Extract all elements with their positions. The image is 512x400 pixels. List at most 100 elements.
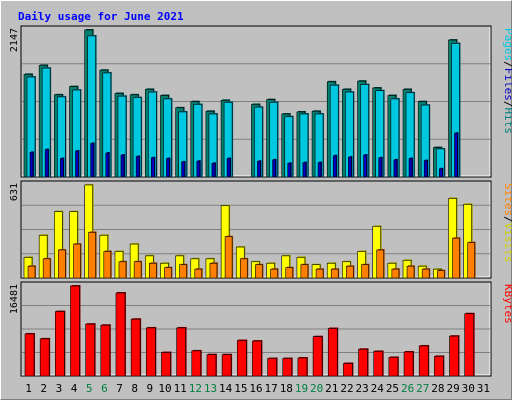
bar-kbytes-day-15 [236,339,248,377]
bar-kbytes-day-7 [115,291,126,377]
bar-pages-day-29 [454,132,459,178]
bar-pages-day-1 [29,151,34,178]
y-max-label: 2147 [9,28,20,52]
bar-kbytes-day-4 [70,285,81,377]
x-tick-label: 7 [116,382,123,395]
x-tick-label: 14 [219,382,233,395]
bar-sites-day-20 [315,268,325,279]
bar-pages-day-11 [181,160,186,178]
bar-pages-day-2 [44,148,50,178]
panel-legend-label: Pages/Files/Hits [502,28,512,134]
bar-kbytes-day-27 [418,344,430,377]
bar-pages-day-5 [90,142,95,178]
bar-pages-day-23 [363,154,368,178]
bar-kbytes-day-14 [221,353,233,377]
x-tick-label: 13 [204,382,217,395]
bar-pages-day-7 [120,154,125,178]
bar-pages-day-8 [135,155,141,178]
x-tick-label: 10 [158,382,171,395]
bar-kbytes-day-13 [206,353,217,377]
x-tick-label: 3 [56,382,63,395]
bar-sites-day-9 [148,262,158,279]
x-tick-label: 17 [265,382,278,395]
bar-sites-day-1 [27,265,36,279]
bar-sites-day-13 [209,262,218,279]
bar-kbytes-day-12 [191,349,202,377]
panel-visits-sites: 631 Sites/Visits [9,180,512,279]
bar-sites-day-25 [391,268,400,279]
x-tick-label: 29 [446,382,459,395]
bar-pages-day-10 [166,157,171,178]
bar-pages-day-16 [257,160,262,178]
bar-kbytes-day-5 [85,323,96,377]
bar-sites-day-7 [118,260,127,279]
x-tick-label: 28 [431,382,444,395]
bar-sites-day-6 [103,250,112,279]
bar-sites-day-8 [133,260,143,279]
bar-sites-day-29 [452,237,461,279]
bar-sites-day-19 [300,263,309,279]
bar-sites-day-2 [42,257,52,279]
chart-title: Daily usage for June 2021 [18,10,184,23]
bar-kbytes-day-23 [358,348,369,377]
bar-sites-day-16 [255,263,264,279]
bar-sites-day-4 [73,243,82,279]
bar-pages-day-19 [302,161,307,178]
bar-kbytes-day-19 [297,356,308,377]
bar-pages-day-17 [272,158,277,178]
bar-pages-day-13 [211,162,216,178]
panel-hits-files-pages: 2147 Pages/Files/Hits [9,25,512,178]
bar-sites-day-5 [88,231,97,279]
bar-kbytes-day-16 [252,340,263,377]
bar-pages-day-20 [317,161,323,178]
bar-pages-day-21 [332,154,338,178]
bar-pages-day-3 [60,157,65,178]
bar-pages-day-9 [150,156,156,178]
bar-sites-day-11 [179,263,188,279]
bar-pages-day-25 [393,158,398,178]
x-tick-label: 1 [25,382,32,395]
bar-pages-day-24 [378,156,383,178]
x-tick-label: 24 [371,382,385,395]
bar-kbytes-day-10 [161,351,172,377]
x-tick-label: 21 [325,382,338,395]
bar-kbytes-day-11 [176,326,187,377]
bar-sites-day-23 [361,263,370,279]
x-tick-label: 18 [280,382,293,395]
x-tick-label: 9 [147,382,154,395]
bar-pages-day-28 [439,167,444,178]
x-tick-label: 19 [295,382,308,395]
x-tick-label: 16 [249,382,262,395]
bar-sites-day-14 [224,235,234,279]
bar-kbytes-day-28 [434,355,445,377]
x-tick-label: 20 [310,382,323,395]
bar-pages-day-14 [226,157,232,178]
bar-pages-day-27 [423,159,429,178]
bar-kbytes-day-8 [130,318,142,377]
x-tick-label: 22 [340,382,353,395]
bar-pages-day-6 [105,152,110,178]
x-tick-label: 15 [234,382,247,395]
bar-kbytes-day-2 [39,337,51,377]
y-max-label: 16481 [9,284,20,314]
x-tick-label: 8 [131,382,138,395]
bar-sites-day-17 [270,268,279,279]
x-axis-day-labels: 1 2 3 4 5 6 7 8 9 10 11 12 13 14 15 16 17 18 19 20 21 22 23 24 2… [25,382,490,395]
x-tick-label: 26 [401,382,414,395]
bar-kbytes-day-3 [55,310,66,377]
bar-sites-day-3 [58,248,67,279]
bar-sites-day-18 [285,266,294,279]
x-tick-label: 6 [101,382,108,395]
y-max-label: 631 [9,183,20,201]
bar-kbytes-day-29 [449,335,460,377]
x-tick-label: 5 [86,382,93,395]
panel-legend-label: KBytes [502,284,512,324]
bar-kbytes-day-9 [145,326,157,377]
bar-pages-day-18 [287,162,292,178]
x-tick-label: 25 [386,382,399,395]
bar-pages-day-4 [75,149,80,178]
bar-kbytes-day-18 [282,357,293,377]
bar-sites-day-22 [346,265,355,279]
bar-kbytes-day-25 [388,356,399,377]
